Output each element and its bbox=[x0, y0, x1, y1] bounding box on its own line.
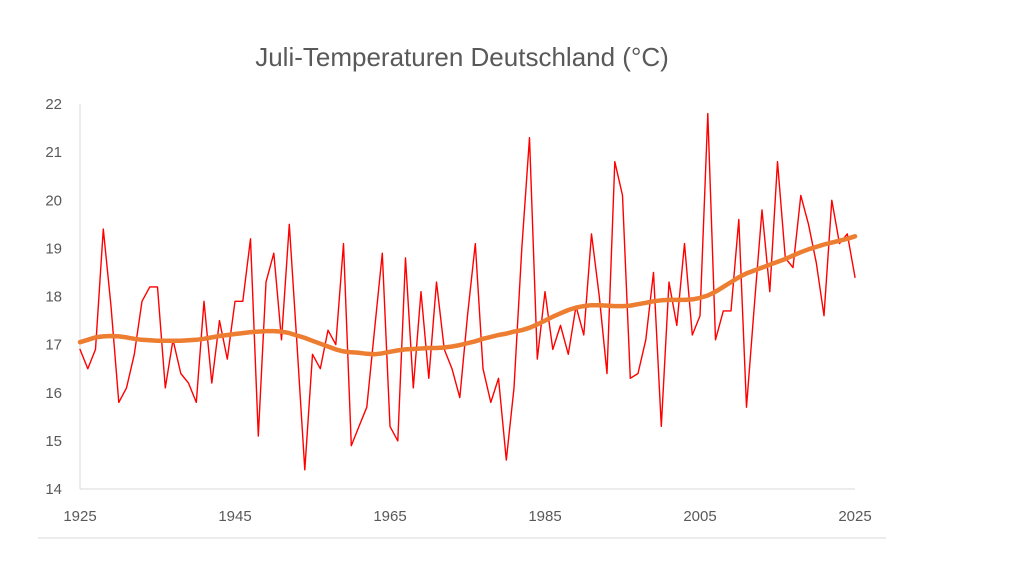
x-tick-label: 1925 bbox=[63, 508, 96, 525]
series-lines bbox=[77, 112, 858, 471]
axes bbox=[38, 104, 886, 539]
y-tick-label: 22 bbox=[45, 96, 62, 113]
y-tick-label: 18 bbox=[45, 289, 62, 306]
x-tick-label: 1965 bbox=[373, 508, 406, 525]
y-tick-label: 16 bbox=[45, 385, 62, 402]
temperature-series-line bbox=[79, 112, 856, 471]
x-tick-label: 2005 bbox=[683, 508, 716, 525]
y-axis-ticks: 14 15 16 17 18 19 20 21 22 bbox=[45, 96, 62, 498]
y-tick-label: 20 bbox=[45, 192, 62, 209]
x-tick-label: 1945 bbox=[218, 508, 251, 525]
x-tick-label: 2025 bbox=[838, 508, 871, 525]
y-tick-label: 21 bbox=[45, 144, 62, 161]
x-tick-label: 1985 bbox=[528, 508, 561, 525]
y-tick-label: 14 bbox=[45, 481, 62, 498]
trend-series-line bbox=[77, 234, 858, 357]
x-axis-ticks: 1925 1945 1965 1985 2005 2025 bbox=[63, 508, 871, 525]
y-tick-label: 17 bbox=[45, 337, 62, 354]
chart-title: Juli-Temperaturen Deutschland (°C) bbox=[255, 42, 669, 72]
y-tick-label: 15 bbox=[45, 433, 62, 450]
y-tick-label: 19 bbox=[45, 240, 62, 257]
